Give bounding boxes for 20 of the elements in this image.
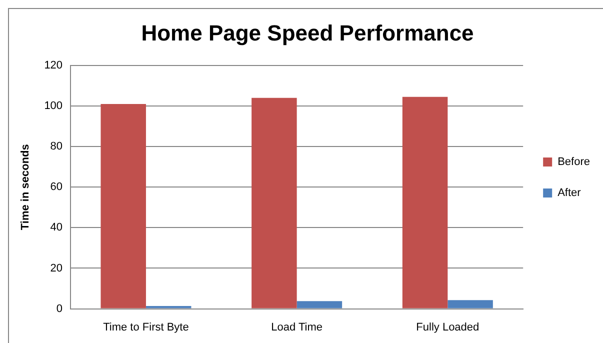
chart-title: Home Page Speed Performance — [141, 20, 474, 46]
bar — [402, 96, 448, 308]
x-tick-label: Fully Loaded — [416, 321, 480, 334]
y-tick-label: 0 — [56, 302, 63, 315]
y-tick-label: 80 — [50, 140, 63, 153]
y-tick-label: 40 — [50, 222, 63, 234]
x-tick-label: Time to First Byte — [103, 321, 189, 334]
bar — [146, 306, 192, 308]
legend-label: Before — [558, 156, 590, 168]
y-tick-label: 60 — [50, 181, 63, 194]
bar — [448, 300, 493, 308]
x-tick-label: Load Time — [271, 321, 323, 334]
bar — [296, 301, 342, 308]
y-tick-label: 100 — [44, 100, 63, 112]
y-tick-label: 120 — [44, 59, 63, 72]
bar — [100, 104, 146, 308]
y-axis-title: Time in seconds — [20, 144, 32, 230]
y-tick-label: 20 — [50, 262, 63, 274]
bar — [252, 98, 297, 308]
legend-label: After — [558, 187, 582, 200]
